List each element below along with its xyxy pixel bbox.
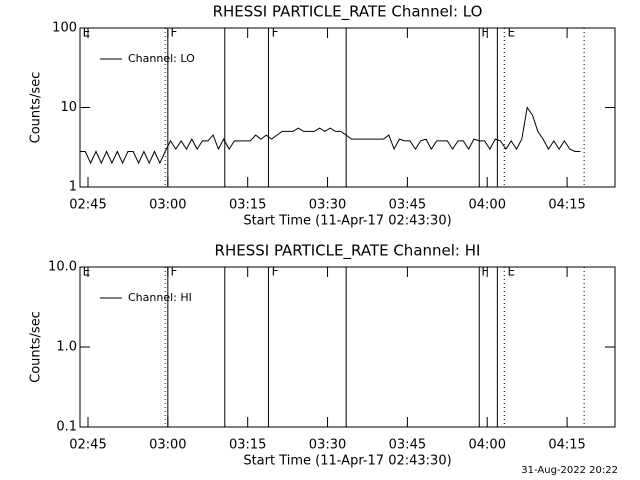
x-tick-label: 03:30 — [309, 198, 346, 213]
chart-title: RHESSI PARTICLE_RATE Channel: LO — [213, 3, 483, 22]
x-tick-label: 03:45 — [389, 438, 426, 453]
flag-label: F — [170, 265, 177, 279]
flag-label: F — [272, 265, 279, 279]
x-tick-label: 03:00 — [149, 438, 186, 453]
x-axis-label: Start Time (11-Apr-17 02:43:30) — [243, 214, 451, 229]
data-line — [80, 106, 581, 165]
x-tick-label: 02:45 — [69, 438, 106, 453]
x-tick-label: 03:30 — [309, 438, 346, 453]
chart-title: RHESSI PARTICLE_RATE Channel: HI — [215, 242, 481, 261]
flag-label: F — [170, 26, 177, 40]
flag-label: E — [83, 265, 91, 279]
x-tick-label: 03:00 — [149, 198, 186, 213]
y-tick-label: 100 — [52, 21, 77, 36]
legend-label: Channel: HI — [128, 291, 192, 304]
y-tick-label: 10 — [60, 100, 77, 115]
x-tick-label: 03:15 — [229, 438, 266, 453]
x-tick-label: 04:00 — [469, 198, 506, 213]
x-tick-label: 03:45 — [389, 198, 426, 213]
flag-label: F — [272, 26, 279, 40]
y-tick-label: 0.1 — [56, 420, 77, 435]
x-tick-label: 03:15 — [229, 198, 266, 213]
y-tick-label: 10.0 — [48, 260, 77, 275]
x-tick-label: 04:15 — [548, 198, 585, 213]
x-tick-label: 04:15 — [548, 438, 585, 453]
flag-label: E — [83, 26, 91, 40]
footer: 31-Aug-2022 20:22 — [521, 465, 618, 476]
y-axis-label: Counts/sec — [29, 72, 44, 144]
x-tick-label: 02:45 — [69, 198, 106, 213]
flag-label: E — [507, 265, 515, 279]
y-axis-label: Counts/sec — [29, 311, 44, 383]
legend-label: Channel: LO — [128, 52, 195, 65]
flag-label: E — [507, 26, 515, 40]
flag-label: F — [481, 26, 488, 40]
x-tick-label: 04:00 — [469, 438, 506, 453]
y-tick-label: 1 — [69, 180, 77, 195]
x-axis-label: Start Time (11-Apr-17 02:43:30) — [243, 454, 451, 469]
flag-label: F — [481, 265, 488, 279]
y-tick-label: 1.0 — [56, 340, 77, 355]
